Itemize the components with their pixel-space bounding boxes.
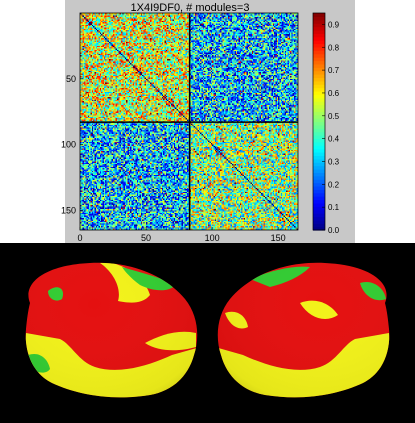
colorbar-swatch [313,19,325,24]
brain-maps [25,262,390,398]
colorbar-swatch [313,155,325,160]
colorbar-swatch [313,67,325,72]
colorbar-swatch [313,90,325,95]
colorbar-swatch [313,175,325,180]
colorbar-swatch [313,124,325,129]
colorbar-swatch [313,121,325,126]
colorbar-tick-label: 0.1 [328,203,340,212]
colorbar-swatch [313,223,325,228]
colorbar-tick-label: 0.8 [328,43,340,52]
colorbar-swatch [313,141,325,146]
colorbar: 0.0 0.1 0.2 0.3 0.4 0.5 0.6 0.7 0.8 0.9 [312,12,340,235]
colorbar-tick-label: 0.5 [328,112,340,121]
colorbar-swatch [313,114,325,119]
colorbar-swatch [313,63,325,68]
colorbar-tick-label: 0.2 [328,180,340,189]
module-boundary-lines [80,13,298,230]
colorbar-tick-label: 0.9 [328,20,340,29]
colorbar-swatch [313,77,325,82]
colorbar-swatch [313,104,325,109]
colorbar-swatch [313,33,325,38]
colorbar-swatch [313,189,325,194]
left-hemisphere [25,262,198,398]
colorbar-swatch [313,216,325,221]
x-tick-label: 100 [205,233,220,243]
colorbar-swatch [313,138,325,143]
colorbar-swatch [313,101,325,106]
colorbar-swatch [313,16,325,21]
colorbar-swatch [313,13,325,17]
colorbar-swatch [313,168,325,173]
colorbar-swatch [313,46,325,51]
colorbar-swatch [313,97,325,102]
colorbar-swatch [313,84,325,89]
colorbar-swatch [313,202,325,207]
colorbar-swatch [313,70,325,75]
colorbar-swatch [313,60,325,65]
colorbar-swatch [313,135,325,140]
colorbar-swatch [313,179,325,184]
plot-frame [79,12,299,231]
y-tick-label: 50 [66,74,76,84]
colorbar-swatch [313,107,325,112]
colorbar-swatch [313,26,325,31]
y-tick-label: 150 [61,205,76,215]
colorbar-swatch [313,148,325,153]
x-axis: 0 50 100 150 [77,227,286,243]
colorbar-swatch [313,192,325,197]
heatmap-chart: 1X4I9DF0, # modules=3 0 50 100 150 50 100 150… [61,2,340,243]
colorbar-swatch [313,172,325,177]
colorbar-tick-label: 0.0 [328,226,340,235]
colorbar-swatch [313,111,325,116]
colorbar-tick-label: 0.6 [328,89,340,98]
colorbar-swatch [313,118,325,123]
colorbar-swatch [313,152,325,157]
colorbar-swatch [313,199,325,204]
colorbar-swatch [313,131,325,136]
x-tick-label: 0 [77,233,82,243]
colorbar-tick-label: 0.3 [328,157,340,166]
y-axis: 50 100 150 [61,74,83,215]
x-tick-label: 50 [141,233,151,243]
chart-title: 1X4I9DF0, # modules=3 [131,2,250,14]
colorbar-swatch [313,74,325,79]
colorbar-swatch [313,43,325,48]
colorbar-swatch [313,162,325,167]
colorbar-swatch [313,196,325,201]
colorbar-swatch [313,185,325,190]
colorbar-swatch [313,158,325,163]
top-panel: 1X4I9DF0, # modules=3 0 50 100 150 50 100 150… [0,0,415,243]
colorbar-swatch [313,209,325,214]
colorbar-swatch [313,53,325,58]
x-tick-label: 150 [271,233,286,243]
colorbar-tick-label: 0.7 [328,66,340,75]
colorbar-swatch [313,206,325,211]
colorbar-swatch [313,36,325,41]
colorbar-swatch [313,57,325,62]
colorbar-tick-label: 0.4 [328,135,340,144]
colorbar-swatch [313,182,325,187]
brain-surface-panel [0,243,415,418]
colorbar-swatch [313,40,325,45]
colorbar-swatch [313,23,325,28]
colorbar-swatch [313,145,325,150]
colorbar-swatch [313,219,325,224]
colorbar-swatch [313,213,325,218]
y-tick-label: 100 [61,140,76,150]
colorbar-frame [312,12,326,231]
colorbar-swatch [313,94,325,99]
colorbar-swatch [313,226,325,231]
colorbar-swatch [313,128,325,133]
colorbar-swatch [313,165,325,170]
colorbar-swatch [313,29,325,34]
right-hemisphere [217,262,390,398]
colorbar-swatch [313,87,325,92]
colorbar-swatch [313,50,325,55]
colorbar-swatch [313,80,325,85]
